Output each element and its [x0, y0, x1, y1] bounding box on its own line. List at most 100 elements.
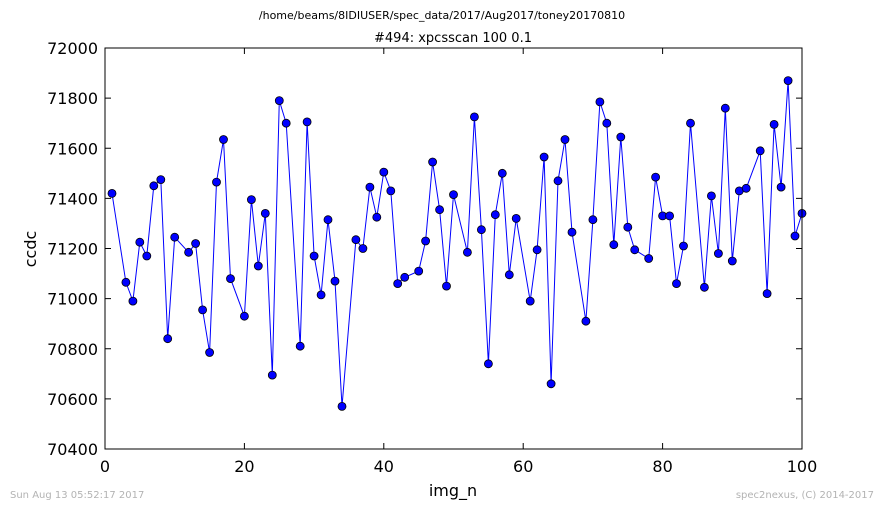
- ticks-layer: [104, 47, 803, 450]
- data-point: [553, 176, 563, 186]
- data-point: [379, 167, 389, 177]
- data-point: [532, 245, 542, 255]
- data-point: [490, 210, 500, 220]
- footer-timestamp: Sun Aug 13 05:52:17 2017: [10, 490, 144, 501]
- data-point: [414, 266, 424, 276]
- data-point: [128, 296, 138, 306]
- data-point: [595, 97, 605, 107]
- data-point: [504, 270, 514, 280]
- data-point: [714, 249, 723, 258]
- y-tick-label: 71600: [47, 139, 98, 158]
- data-point: [567, 227, 577, 237]
- footer-credit: spec2nexus, (C) 2014-2017: [736, 490, 874, 501]
- x-tick-label: 40: [374, 457, 394, 476]
- y-tick-label: 71400: [47, 189, 98, 208]
- data-point: [184, 247, 194, 257]
- x-tick-label: 20: [234, 457, 254, 476]
- data-point: [400, 272, 410, 282]
- data-point: [769, 120, 779, 129]
- data-point: [581, 316, 591, 326]
- data-point: [741, 183, 751, 193]
- data-point: [476, 225, 486, 235]
- data-point: [219, 135, 228, 144]
- data-point: [421, 236, 431, 246]
- data-point: [323, 215, 333, 225]
- data-point: [267, 370, 277, 380]
- y-tick-label: 72000: [47, 39, 98, 58]
- data-point: [560, 135, 570, 144]
- data-point: [135, 237, 145, 247]
- data-point: [309, 251, 319, 261]
- data-point: [686, 118, 695, 128]
- y-tick-label: 71000: [47, 290, 98, 309]
- data-point: [790, 231, 800, 241]
- data-point: [776, 182, 786, 192]
- data-point: [260, 208, 270, 218]
- data-point: [644, 254, 654, 263]
- x-tick-label: 100: [787, 457, 818, 476]
- data-point: [246, 195, 256, 205]
- x-tick-label: 80: [652, 457, 672, 476]
- data-point: [121, 277, 131, 287]
- data-point: [170, 232, 180, 242]
- data-point: [546, 379, 556, 389]
- data-point: [727, 256, 737, 266]
- data-point: [253, 261, 263, 271]
- y-tick-label: 70800: [47, 340, 98, 359]
- data-point: [623, 222, 633, 232]
- data-point: [442, 281, 451, 291]
- data-point: [393, 279, 403, 289]
- data-point: [281, 118, 291, 128]
- y-tick-label: 71800: [47, 89, 98, 108]
- x-tick-label: 60: [513, 457, 533, 476]
- data-point: [386, 186, 396, 196]
- data-point: [316, 290, 326, 300]
- data-point: [212, 177, 221, 187]
- data-point: [295, 341, 305, 351]
- file-path-supertitle: /home/beams/8IDIUSER/spec_data/2017/Aug2…: [259, 9, 625, 22]
- data-point: [351, 235, 361, 245]
- data-point: [497, 168, 507, 178]
- data-point: [330, 276, 340, 286]
- data-point: [588, 215, 598, 225]
- data-point: [469, 112, 479, 122]
- data-point: [428, 157, 438, 167]
- data-point: [525, 296, 535, 306]
- data-point: [665, 211, 674, 221]
- data-point: [762, 289, 772, 299]
- y-tick-label: 70400: [47, 440, 98, 459]
- plot-frame: [104, 47, 803, 450]
- y-tick-label: 70600: [47, 390, 98, 409]
- data-point: [107, 188, 117, 198]
- data-point: [191, 239, 201, 248]
- data-point: [337, 401, 347, 411]
- y-axis-label: ccdc: [21, 231, 40, 268]
- data-point: [372, 212, 382, 222]
- data-point: [602, 118, 612, 128]
- data-point: [483, 359, 493, 369]
- data-point: [783, 76, 793, 85]
- data-point: [651, 172, 660, 182]
- x-axis-label: img_n: [429, 481, 477, 501]
- data-point: [609, 240, 619, 250]
- data-point: [435, 205, 445, 215]
- data-point: [720, 103, 730, 113]
- data-point: [163, 334, 173, 344]
- data-point: [462, 247, 472, 257]
- y-tick-label: 71200: [47, 240, 98, 259]
- data-point: [672, 279, 681, 289]
- data-point: [700, 282, 709, 292]
- data-point: [616, 132, 626, 142]
- data-point: [274, 96, 284, 105]
- data-point: [239, 311, 249, 321]
- data-point: [449, 190, 458, 200]
- series-line: [111, 80, 803, 407]
- x-tick-label: 0: [100, 457, 110, 476]
- data-point: [205, 348, 215, 357]
- data-point: [149, 181, 159, 191]
- data-point: [511, 213, 521, 223]
- series-layer: [107, 76, 807, 411]
- data-point: [707, 191, 716, 201]
- plot-area: [104, 47, 807, 450]
